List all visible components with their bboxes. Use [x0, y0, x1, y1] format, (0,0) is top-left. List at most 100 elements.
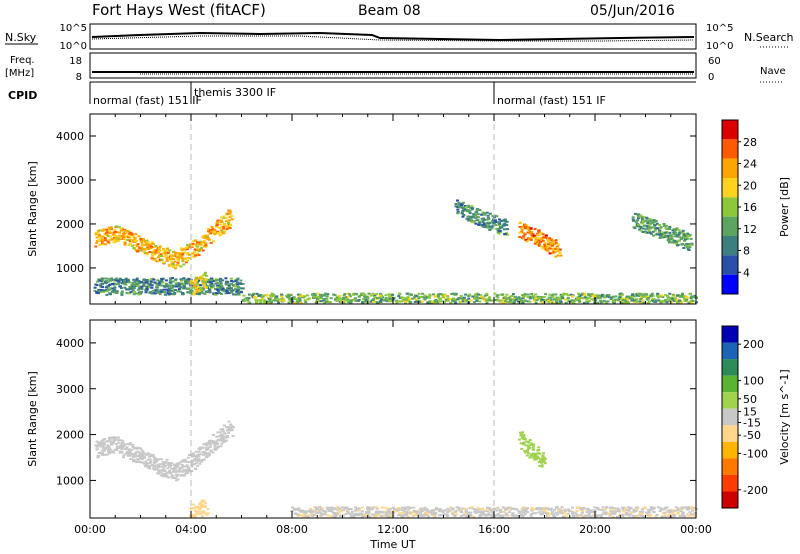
data-cell	[677, 229, 681, 232]
data-cell	[639, 225, 643, 228]
data-cell	[451, 507, 455, 510]
data-cell	[200, 288, 203, 291]
data-cell	[96, 280, 100, 283]
data-cell	[95, 445, 99, 448]
data-cell	[537, 457, 541, 459]
data-cell	[139, 455, 142, 458]
data-cell	[185, 287, 189, 290]
data-cell	[494, 221, 498, 223]
data-cell	[554, 293, 558, 296]
data-cell	[552, 513, 556, 516]
data-cell	[294, 512, 298, 515]
data-cell	[638, 292, 642, 295]
data-cell	[266, 301, 270, 304]
data-cell	[97, 451, 101, 454]
data-cell	[668, 509, 672, 512]
data-cell	[207, 452, 211, 455]
data-cell	[456, 506, 460, 509]
data-cell	[661, 296, 665, 298]
data-cell	[425, 508, 429, 511]
data-cell	[97, 288, 101, 291]
data-cell	[669, 511, 672, 514]
data-cell	[498, 229, 502, 232]
data-cell	[579, 296, 583, 299]
data-cell	[108, 287, 112, 290]
data-cell	[311, 293, 315, 296]
data-cell	[194, 280, 198, 283]
data-cell	[442, 301, 446, 304]
data-cell	[196, 283, 200, 286]
data-cell	[668, 241, 671, 244]
data-cell	[297, 293, 300, 296]
nsky-tick-bottom: 10^0	[60, 41, 87, 52]
data-cell	[213, 229, 217, 231]
data-cell	[127, 449, 131, 452]
data-cell	[216, 285, 220, 288]
data-cell	[524, 226, 528, 229]
data-cell	[104, 232, 108, 235]
data-cell	[131, 289, 135, 292]
data-cell	[327, 510, 331, 512]
data-cell	[242, 294, 246, 297]
data-cell	[586, 507, 590, 510]
data-cell	[154, 245, 158, 247]
x-tick-label: 00:00	[680, 523, 712, 536]
data-cell	[127, 244, 131, 246]
data-cell	[509, 299, 512, 302]
data-cell	[571, 513, 575, 516]
data-cell	[229, 282, 233, 285]
data-cell	[404, 301, 407, 304]
data-cell	[329, 506, 333, 509]
data-cell	[560, 506, 564, 509]
data-cell	[352, 515, 356, 518]
data-cell	[501, 293, 505, 296]
data-cell	[119, 229, 123, 232]
data-cell	[549, 507, 553, 510]
data-cell	[679, 508, 683, 511]
data-cell	[162, 248, 165, 251]
data-cell	[554, 255, 558, 258]
data-cell	[220, 433, 224, 436]
data-cell	[587, 299, 591, 302]
data-cell	[139, 291, 143, 294]
data-cell	[205, 513, 209, 516]
data-cell	[140, 287, 144, 290]
data-cell	[495, 295, 499, 298]
data-cell	[308, 509, 312, 512]
data-cell	[132, 460, 135, 463]
data-cell	[634, 221, 638, 224]
data-cell	[655, 294, 659, 297]
data-cell	[164, 293, 168, 296]
data-cell	[215, 288, 219, 291]
data-cell	[160, 278, 164, 281]
data-cell	[478, 300, 482, 303]
data-cell	[365, 512, 368, 515]
data-cell	[166, 256, 170, 259]
data-cell	[546, 248, 550, 250]
data-cell	[179, 290, 183, 293]
data-cell	[552, 247, 556, 250]
data-cell	[165, 471, 169, 474]
data-cell	[439, 509, 443, 512]
data-cell	[293, 301, 297, 304]
data-cell	[555, 299, 559, 301]
data-cell	[321, 507, 325, 510]
data-cell	[234, 293, 238, 296]
data-cell	[604, 301, 608, 304]
data-cell	[105, 228, 109, 231]
data-cell	[215, 439, 219, 442]
data-cell	[674, 228, 678, 231]
data-cell	[667, 228, 671, 231]
data-cell	[221, 279, 225, 282]
data-cell	[132, 458, 136, 461]
data-cell	[130, 284, 134, 287]
velocity-plot-frame	[89, 319, 697, 519]
data-cell	[106, 231, 110, 234]
data-cell	[522, 441, 526, 444]
data-cell	[120, 234, 124, 237]
data-cell	[583, 294, 587, 297]
data-cell	[485, 299, 489, 302]
data-cell	[178, 252, 182, 255]
data-cell	[529, 232, 532, 235]
data-cell	[520, 447, 524, 450]
